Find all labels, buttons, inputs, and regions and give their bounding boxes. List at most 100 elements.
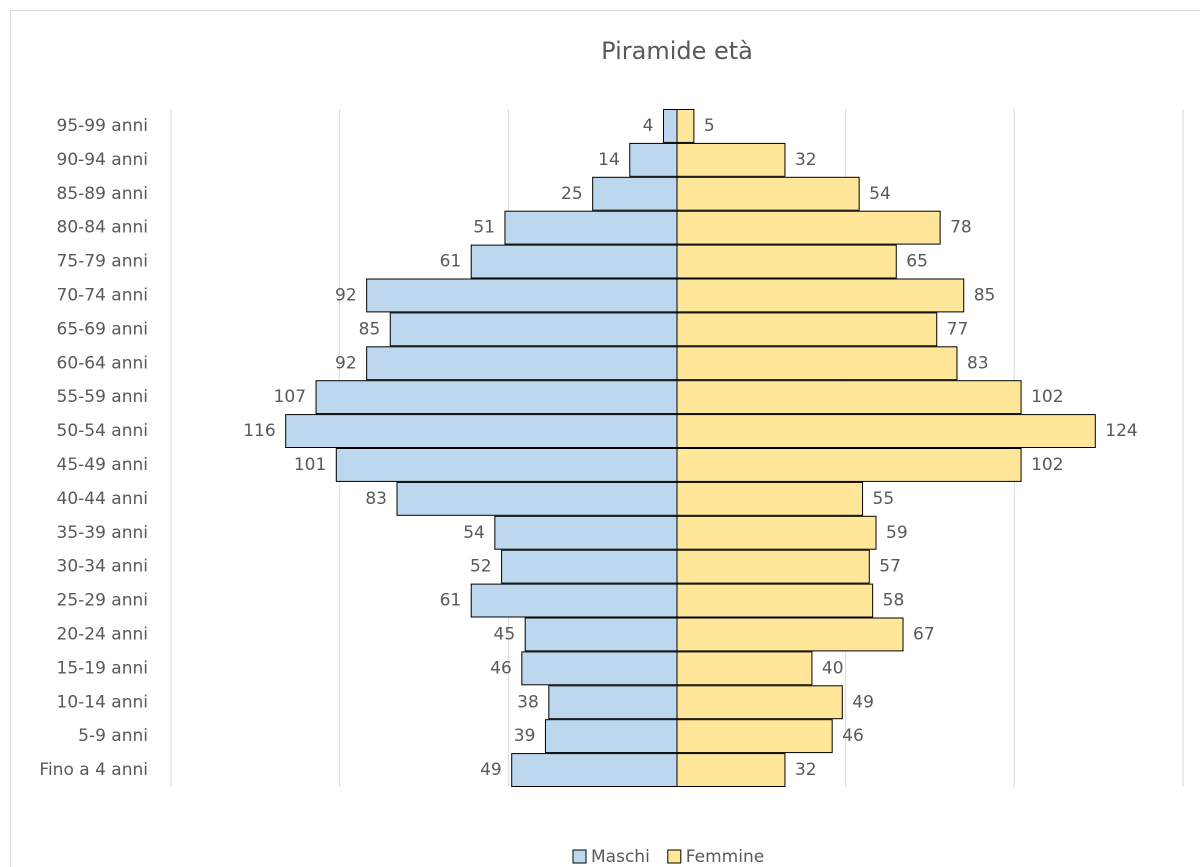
legend-label: Femmine — [686, 847, 764, 867]
data-label: 92 — [335, 285, 357, 305]
data-label: 92 — [335, 353, 357, 373]
y-tick-label: 60-64 anni — [57, 353, 149, 373]
bar — [676, 278, 965, 313]
data-label: 85 — [974, 285, 996, 305]
y-tick-label: 35-39 anni — [57, 523, 149, 543]
y-tick-label: 70-74 anni — [57, 285, 149, 305]
bar — [676, 753, 786, 787]
bar — [676, 380, 1022, 415]
bar — [511, 753, 678, 787]
data-label: 46 — [490, 658, 512, 678]
bar — [676, 651, 813, 686]
data-label: 85 — [359, 319, 381, 339]
y-tick-label: 80-84 anni — [57, 218, 149, 238]
bar — [470, 244, 678, 279]
data-label: 32 — [795, 760, 817, 780]
bar — [676, 109, 695, 143]
y-tick-label: 30-34 anni — [57, 557, 149, 577]
y-tick-label: 45-49 anni — [57, 455, 149, 475]
data-label: 38 — [517, 692, 539, 712]
legend-swatch — [572, 849, 587, 864]
data-label: 65 — [906, 252, 928, 272]
bar — [676, 719, 833, 754]
bar — [470, 583, 678, 618]
data-label: 52 — [470, 557, 492, 577]
data-label: 77 — [947, 319, 969, 339]
data-label: 102 — [1031, 387, 1063, 407]
bar — [676, 481, 864, 516]
bar — [524, 617, 678, 652]
bar — [676, 244, 897, 279]
data-label: 78 — [950, 218, 972, 238]
bar — [285, 414, 678, 449]
bar — [629, 142, 678, 177]
data-label: 102 — [1031, 455, 1063, 475]
data-label: 57 — [879, 557, 901, 577]
data-label: 45 — [494, 624, 516, 644]
y-tick-label: 25-29 anni — [57, 591, 149, 611]
data-label: 107 — [274, 387, 306, 407]
bar — [366, 346, 678, 381]
data-label: 61 — [440, 252, 462, 272]
bar — [676, 617, 904, 652]
bar — [548, 685, 678, 720]
y-tick-label: 55-59 anni — [57, 387, 149, 407]
bar — [396, 481, 678, 516]
y-tick-label: 50-54 anni — [57, 421, 149, 441]
y-tick-label: 20-24 anni — [57, 624, 149, 644]
bar — [676, 583, 874, 618]
bar — [315, 380, 678, 415]
data-label: 83 — [365, 489, 387, 509]
bar — [663, 109, 678, 143]
y-tick-label: 95-99 anni — [57, 116, 149, 136]
data-label: 54 — [463, 523, 485, 543]
bar — [504, 210, 678, 245]
data-label: 51 — [473, 218, 495, 238]
y-tick-label: 15-19 anni — [57, 658, 149, 678]
bar — [676, 210, 941, 245]
bar — [501, 549, 678, 584]
data-label: 61 — [440, 591, 462, 611]
legend-label: Maschi — [591, 847, 650, 867]
data-label: 101 — [294, 455, 326, 475]
y-tick-label: 40-44 anni — [57, 489, 149, 509]
data-label: 46 — [842, 726, 864, 746]
chart-title: Piramide età — [601, 37, 753, 65]
data-label: 49 — [852, 692, 874, 712]
data-label: 67 — [913, 624, 935, 644]
bar — [521, 651, 678, 686]
bar — [676, 515, 877, 550]
data-label: 59 — [886, 523, 908, 543]
bar — [676, 414, 1096, 449]
data-label: 32 — [795, 150, 817, 170]
bar — [676, 312, 938, 347]
bar — [592, 176, 678, 211]
data-label: 49 — [480, 760, 502, 780]
data-label: 40 — [822, 658, 844, 678]
data-label: 55 — [873, 489, 895, 509]
data-label: 4 — [643, 116, 654, 136]
data-label: 116 — [243, 421, 275, 441]
y-tick-label: 65-69 anni — [57, 319, 149, 339]
bar — [676, 448, 1022, 482]
bar — [676, 549, 870, 584]
bar — [366, 278, 678, 313]
bar — [494, 515, 678, 550]
data-label: 124 — [1105, 421, 1137, 441]
data-label: 39 — [514, 726, 536, 746]
data-label: 83 — [967, 353, 989, 373]
y-tick-label: 85-89 anni — [57, 184, 149, 204]
y-tick-label: 90-94 anni — [57, 150, 149, 170]
bar — [544, 719, 678, 754]
y-tick-label: 10-14 anni — [57, 692, 149, 712]
y-tick-label: 5-9 anni — [78, 726, 148, 746]
bar — [676, 346, 958, 381]
bar — [676, 176, 860, 211]
legend-swatch — [667, 849, 682, 864]
bar — [676, 142, 786, 177]
y-tick-label: 75-79 anni — [57, 252, 149, 272]
data-label: 54 — [869, 184, 891, 204]
bar — [676, 685, 843, 720]
data-label: 14 — [598, 150, 620, 170]
